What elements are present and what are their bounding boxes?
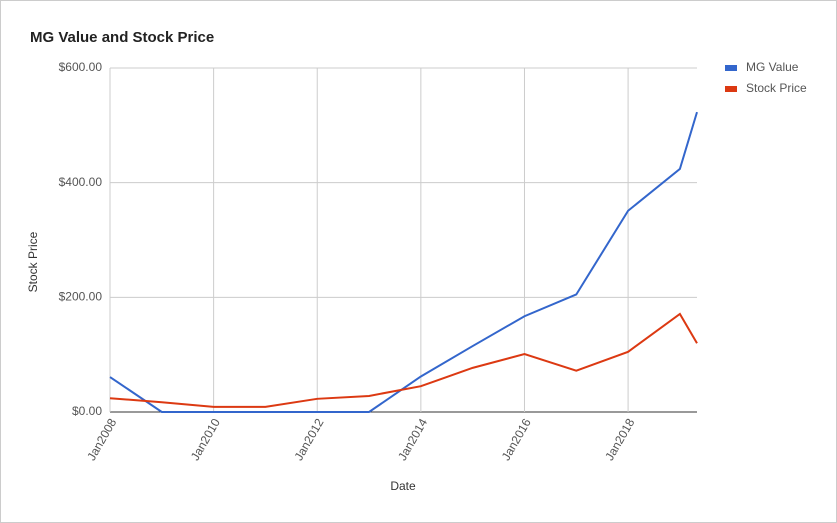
series-line	[109, 111, 698, 413]
y-tick-label: $0.00	[72, 404, 102, 418]
y-tick-label: $600.00	[59, 60, 103, 74]
x-axis-label: Date	[390, 479, 416, 493]
y-tick-label: $200.00	[59, 290, 103, 304]
series-line	[109, 312, 698, 408]
legend-swatch	[725, 65, 737, 71]
legend-label: Stock Price	[746, 81, 807, 95]
y-axis-label: Stock Price	[26, 231, 40, 292]
legend-label: MG Value	[746, 60, 799, 74]
legend-swatch	[725, 86, 737, 92]
chart-title: MG Value and Stock Price	[30, 29, 214, 46]
y-tick-label: $400.00	[59, 175, 103, 189]
